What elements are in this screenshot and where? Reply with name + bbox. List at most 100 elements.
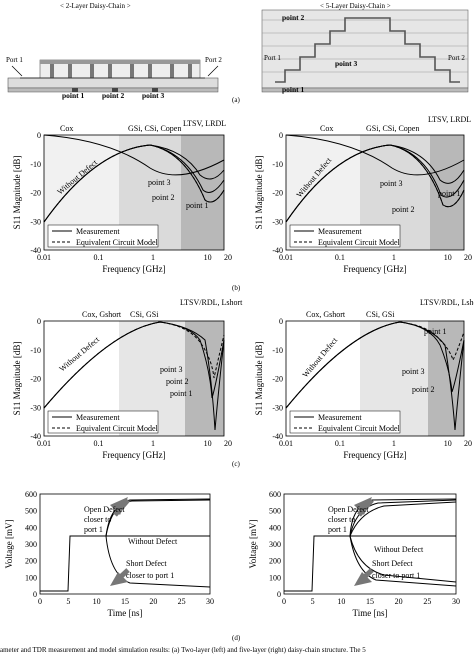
d-left-xtick: 10 [93,597,101,606]
d-right-open-3: port 1 [328,525,347,534]
d-left-short-1: Short Defect [126,559,167,568]
c-left-xtick: 0.1 [94,439,104,448]
b-left-ytick: 0 [37,131,41,140]
d-right-short-2: closer to port 1 [372,571,420,580]
c-left-xtick: 0.01 [37,439,51,448]
d-left-open-3: port 1 [84,525,103,534]
c-right-xtick: 0.1 [335,439,345,448]
d-left-open-arrow [110,497,128,515]
c-right-ytick: -20 [272,375,283,384]
b-right-ytick: -20 [272,189,283,198]
c-left-cox: Cox, Gshort [82,310,122,319]
panel-a: < 2-Layer Daisy-Chain > < 5-Layer Daisy-… [6,2,469,104]
b-left-xtick: 10 [204,253,212,262]
panel-c-right: Cox, Gshort CSi, GSi LTSV/RDL, Lshort Wi… [285,298,474,437]
d-right-ytick: 300 [269,540,281,549]
c-right-xtick: 1 [392,439,396,448]
d-left-ytick: 200 [25,557,37,566]
b-left-xtick: 0.1 [94,253,104,262]
b-right-ltsv: LTSV, LRDL [428,115,471,124]
d-right-ylabel: Voltage [mV] [248,519,258,568]
c-right-csi: CSi, GSi [366,310,395,319]
b-right-ylabel: S11 Magnitude [dB] [254,156,264,230]
d-right-ytick: 100 [269,573,281,582]
b-right-ytick: 0 [279,131,283,140]
five-layer-port2: Port 2 [448,54,465,62]
b-left-legend: Measurement Equivalent Circuit Model [47,224,159,248]
b-right-gsi: GSi, CSi, Copen [366,124,419,133]
c-left-point1: point 1 [170,389,192,398]
two-layer-port2: Port 2 [205,56,222,64]
two-layer-point-3: point 3 [142,91,165,100]
panel-b-label: (b) [232,284,241,292]
panel-d-label: (d) [232,634,241,642]
b-right-legend-measurement: Measurement [318,227,362,236]
five-layer-port1: Port 1 [264,54,281,62]
c-left-xtick: 20 [224,439,232,448]
c-left-xlabel: Frequency [GHz] [102,450,165,460]
c-right-xtick: 0.01 [279,439,293,448]
two-layer-point-1: point 1 [62,91,85,100]
b-left-gsi: GSi, CSi, Copen [128,124,181,133]
d-right-ytick: 500 [269,507,281,516]
b-right-xtick: 20 [464,253,472,262]
d-right-xtick: 25 [423,597,431,606]
d-left-xtick: 0 [38,597,42,606]
five-layer-point-1: point 1 [282,85,305,94]
d-left-xtick: 25 [178,597,186,606]
d-right-ytick: 600 [269,490,281,499]
d-right-open-arrow [354,497,372,515]
b-left-point3: point 3 [148,178,170,187]
caption-fragment: ameter and TDR measurement and model sim… [0,646,366,654]
d-right-xtick: 0 [282,597,286,606]
d-left-ytick: 400 [25,523,37,532]
d-left-short-arrow [110,572,128,586]
b-right-xtick: 0.01 [279,253,293,262]
d-right-curves [284,498,457,592]
b-right-cox: Cox [320,124,333,133]
c-right-ytick: -40 [272,432,283,441]
d-left-xtick: 30 [206,597,214,606]
b-left-legend-measurement: Measurement [76,227,120,236]
c-left-point3: point 3 [160,365,182,374]
panel-a-label: (a) [232,96,240,104]
b-right-legend-model: Equivalent Circuit Model [318,238,401,247]
b-left-ytick: -30 [30,217,41,226]
two-layer-port1: Port 1 [6,56,23,64]
panel-c-left: Cox, Gshort CSi, GSi LTSV/RDL, Lshort Wi… [43,298,243,437]
d-left-ylabel: Voltage [mV] [4,519,14,568]
c-left-xtick: 1 [151,439,155,448]
b-left-ylabel: S11 Magnitude [dB] [12,156,22,230]
two-layer-structure: Port 1 Port 2 point 1 point 2 point 3 [6,56,222,100]
b-right-point3: point 3 [380,179,402,188]
b-left-xtick: 1 [151,253,155,262]
c-right-point2: point 2 [412,385,434,394]
d-right-ytick: 200 [269,557,281,566]
five-layer-point-3: point 3 [335,59,358,68]
c-right-ltsv: LTSV/RDL, Lshort [420,298,474,307]
c-left-curves [43,321,225,431]
two-layer-title: < 2-Layer Daisy-Chain > [60,2,131,10]
c-right-xtick: 20 [464,439,472,448]
c-left-ytick: -10 [30,346,41,355]
d-right-xtick: 10 [337,597,345,606]
d-right-xtick: 15 [366,597,374,606]
d-left-xtick: 20 [149,597,157,606]
c-left-ylabel: S11 Magnitude [dB] [12,342,22,416]
c-right-ytick: 0 [279,317,283,326]
c-right-point1: point 1 [424,327,446,336]
c-left-ytick: 0 [37,317,41,326]
panel-b-left: Cox GSi, CSi, Copen LTSV, LRDL Without D… [43,119,226,251]
b-right-point1: point 1 [438,189,460,198]
b-right-xtick: 1 [392,253,396,262]
b-left-xlabel: Frequency [GHz] [102,264,165,274]
five-layer-title: < 5-Layer Daisy-Chain > [320,2,391,10]
d-left-ytick: 500 [25,507,37,516]
d-left-short-2: closer to port 1 [126,571,174,580]
b-left-xtick: 0.01 [37,253,51,262]
c-right-cox: Cox, Gshort [306,310,346,319]
c-right-ytick: -30 [272,403,283,412]
d-right-without: Without Defect [374,545,424,554]
d-right-ytick: 0 [277,590,281,599]
